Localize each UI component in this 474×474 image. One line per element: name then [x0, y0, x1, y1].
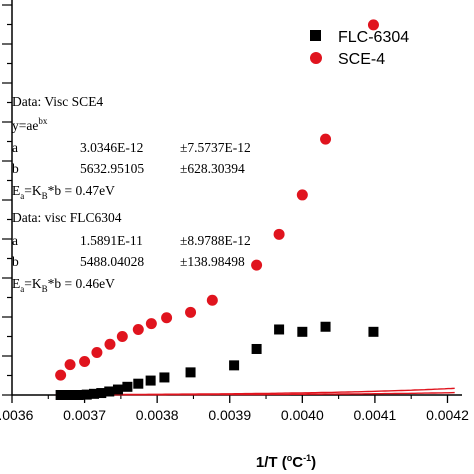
annotation-flc-b-label: b: [12, 254, 19, 269]
point-flc-6304-13: [229, 360, 240, 371]
point-flc-6304-4: [89, 388, 100, 399]
point-flc-6304-1: [65, 390, 76, 400]
legend-marker-sce-4: [310, 52, 322, 64]
point-sce-4-8: [161, 312, 173, 324]
annotation-sce4-ea: Ea=KB*b = 0.47eV: [12, 183, 115, 201]
x-tick-label-5: 0.0041: [353, 407, 396, 423]
point-sce-4-11: [251, 259, 263, 271]
point-flc-6304-14: [251, 343, 262, 354]
annotation-sce4-a-err: ±7.5737E-12: [180, 140, 251, 155]
data-markers: [55, 19, 379, 400]
annotation-flc-b-err: ±138.98498: [180, 254, 245, 269]
annotation-sce4-b-value: 5632.95105: [80, 161, 144, 176]
x-tick-label-6: 0.0042: [426, 407, 469, 423]
point-flc-6304-11: [159, 372, 170, 383]
x-axis-title: 1/T (oC-1): [256, 453, 316, 471]
annotation-sce4-a-value: 3.0346E-12: [80, 140, 143, 155]
annotation-flc-a-err: ±8.9788E-12: [180, 233, 251, 248]
point-flc-6304-0: [55, 390, 66, 400]
point-flc-6304-12: [185, 367, 196, 378]
annotation-title-flc6304: Data: visc FLC6304: [12, 210, 122, 225]
legend-label-flc-6304: FLC-6304: [338, 29, 409, 46]
point-flc-6304-6: [104, 386, 115, 397]
legend-marker-flc-6304: [310, 30, 321, 41]
x-tick-label-3: 0.0039: [208, 407, 251, 423]
x-tick-label-2: 0.0038: [136, 407, 179, 423]
x-tick-label-0: 0.0036: [0, 407, 34, 423]
x-tick-label-4: 0.0040: [281, 407, 324, 423]
annotation-flc-a-label: a: [12, 233, 18, 248]
annotation-flc-a-value: 1.5891E-11: [80, 233, 143, 248]
point-flc-6304-18: [368, 326, 379, 337]
legend-label-sce-4: SCE-4: [338, 51, 385, 68]
annotation-sce4-b-label: b: [12, 161, 19, 176]
point-flc-6304-7: [112, 384, 123, 395]
point-flc-6304-15: [274, 324, 285, 335]
annotation-flc-b-value: 5488.04028: [80, 254, 144, 269]
point-sce-4-14: [320, 133, 332, 145]
point-sce-4-3: [91, 346, 103, 358]
point-flc-6304-5: [96, 388, 107, 399]
point-sce-4-0: [55, 369, 67, 381]
x-tick-label-1: 0.0037: [63, 407, 106, 423]
point-sce-4-13: [296, 189, 308, 201]
point-sce-4-5: [116, 331, 128, 342]
fit-annotation-sce4: Data: Visc SCE4 y=aebx a 3.0346E-12 ±7.5…: [12, 94, 251, 201]
point-sce-4-10: [206, 294, 218, 306]
point-sce-4-1: [64, 359, 76, 371]
point-flc-6304-10: [145, 375, 156, 386]
annotation-title-sce4: Data: Visc SCE4: [12, 94, 103, 109]
annotation-sce4-b-err: ±628.30394: [180, 161, 245, 176]
point-flc-6304-9: [133, 378, 144, 389]
point-flc-6304-3: [81, 389, 92, 400]
point-flc-6304-16: [297, 326, 308, 337]
point-flc-6304-17: [320, 321, 331, 332]
point-flc-6304-2: [73, 390, 84, 400]
point-sce-4-6: [132, 323, 144, 335]
legend: FLC-6304 SCE-4: [310, 29, 409, 68]
fit-annotation-flc6304: Data: visc FLC6304 a 1.5891E-11 ±8.9788E…: [12, 210, 251, 294]
point-flc-6304-8: [122, 381, 133, 392]
annotation-flc-ea: Ea=KB*b = 0.46eV: [12, 276, 115, 294]
point-sce-4-12: [273, 228, 285, 240]
axes: 0.0036 0.0037 0.0038 0.0039 0.0040 0.0041 0.00…: [0, 0, 469, 423]
point-sce-4-2: [79, 355, 91, 367]
annotation-model: y=aebx: [12, 116, 48, 133]
annotation-sce4-a-label: a: [12, 140, 18, 155]
point-sce-4-9: [185, 306, 197, 318]
point-sce-4-4: [104, 338, 116, 350]
point-sce-4-7: [145, 318, 157, 330]
point-sce-4-15: [367, 19, 379, 31]
